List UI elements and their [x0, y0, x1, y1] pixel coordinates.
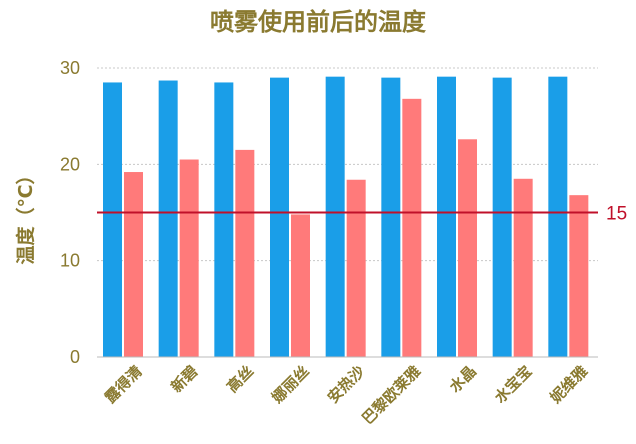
category-label: 安热沙 — [324, 362, 369, 407]
bar-series-1 — [492, 77, 512, 357]
chart-title: 喷雾使用前后的温度 — [210, 8, 427, 36]
bar-series-2 — [291, 214, 310, 357]
bar-series-1 — [103, 82, 122, 357]
y-tick-label: 20 — [60, 154, 80, 174]
bar-series-1 — [325, 76, 345, 358]
category-label: 水晶 — [446, 362, 480, 396]
category-label: 高丝 — [223, 362, 257, 396]
category-label: 新碧 — [168, 362, 202, 396]
bar-series-2 — [124, 172, 143, 357]
y-axis-label: 温度（℃） — [14, 165, 37, 264]
y-tick-label: 30 — [60, 58, 80, 78]
bar-series-2 — [402, 98, 422, 358]
bar-series-2 — [513, 178, 533, 357]
y-tick-labels: 0 10 20 30 — [60, 58, 80, 367]
bar-series-1 — [214, 82, 234, 357]
category-label: 娜丽丝 — [268, 362, 313, 407]
y-tick-label: 10 — [60, 251, 80, 271]
category-label: 露得清 — [101, 362, 146, 407]
bar-series-2 — [179, 159, 199, 357]
bar-series-1 — [158, 80, 178, 358]
bar-series-2 — [458, 139, 477, 357]
bar-series-1 — [270, 77, 289, 357]
bar-series-1 — [548, 76, 568, 358]
category-label: 巴黎欧莱雅 — [358, 362, 424, 428]
bar-series-1 — [437, 76, 456, 358]
reference-line-label: 15 — [606, 204, 627, 225]
bar-series-1 — [381, 77, 401, 357]
category-label: 水宝宝 — [491, 362, 536, 407]
category-label: 妮维雅 — [546, 362, 591, 407]
bar-series-2 — [235, 149, 255, 357]
bars — [103, 76, 589, 358]
bar-series-2 — [346, 179, 366, 357]
y-tick-label: 0 — [70, 347, 80, 367]
bar-series-2 — [569, 195, 589, 357]
